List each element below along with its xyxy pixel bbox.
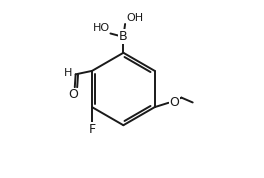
Text: HO: HO [92,23,110,33]
Text: H: H [63,69,72,78]
Text: O: O [68,88,78,101]
Text: F: F [88,123,96,136]
Text: B: B [119,30,128,43]
Text: O: O [169,96,179,109]
Text: OH: OH [126,13,143,23]
